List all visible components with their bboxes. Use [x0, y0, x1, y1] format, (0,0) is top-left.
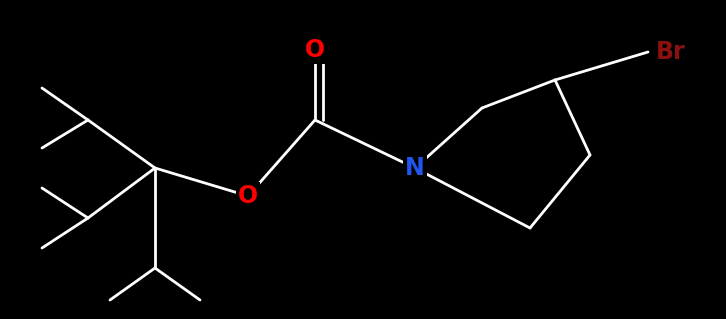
Text: O: O	[305, 38, 325, 62]
Text: N: N	[405, 156, 425, 180]
Text: O: O	[238, 184, 258, 208]
Text: Br: Br	[656, 40, 685, 64]
